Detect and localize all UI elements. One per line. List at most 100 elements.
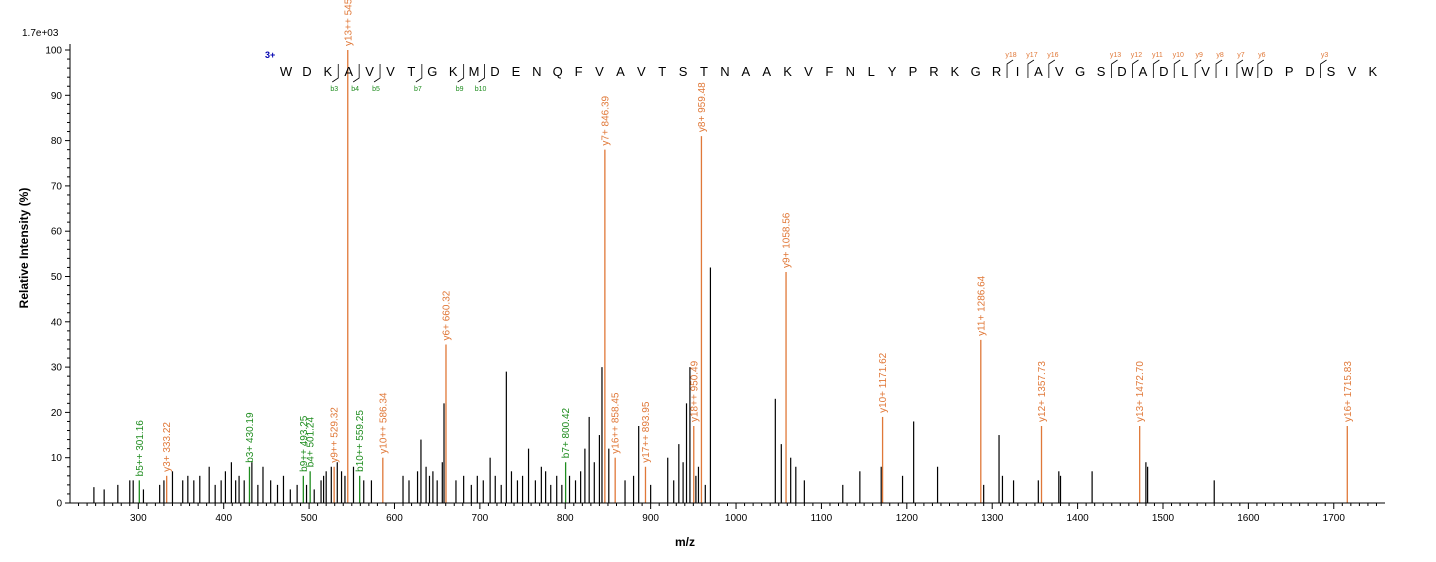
peak-label: y11+ 1286.64 [976,275,987,336]
y-tick-label: 100 [45,46,62,57]
sequence-residue: V [804,64,813,79]
b-ion-cleavage-mark [415,64,423,83]
sequence-residue: A [1034,64,1043,79]
sequence-residue: W [1241,64,1254,79]
peak-label: b5++ 301.16 [135,420,146,477]
peak-label: b10++ 559.25 [355,410,366,472]
peak-label: y6+ 660.32 [441,290,452,340]
y-tick-label: 60 [51,227,63,238]
peak-label: y16+ 1715.83 [1343,361,1354,422]
y-ion-mark-label: y16 [1047,52,1058,59]
sequence-residue: V [365,64,374,79]
peak-label: y10++ 586.34 [378,392,389,454]
sequence-residue: S [1097,64,1106,79]
sequence-residue: T [658,64,666,79]
x-tick-label: 1200 [896,513,919,524]
peak-label: y8+ 959.48 [697,82,708,132]
sequence-residue: D [1264,64,1273,79]
x-tick-label: 1600 [1237,513,1260,524]
sequence-residue: D [1117,64,1126,79]
b-ion-mark-label: b10 [475,86,487,93]
x-tick-label: 1400 [1066,513,1089,524]
x-tick-label: 1300 [981,513,1004,524]
peak-label: y16++ 858.45 [611,392,622,454]
sequence-residue: M [469,64,480,79]
sequence-residue: T [700,64,708,79]
precursor-charge: 3+ [265,50,275,60]
sequence-residue: V [1348,64,1357,79]
sequence-residue: W [280,64,293,79]
sequence-residue: A [344,64,353,79]
b-ion-mark-label: b7 [414,86,422,93]
y-ion-mark-label: y3 [1321,52,1329,59]
sequence-residue: T [407,64,415,79]
sequence-residue: E [512,64,521,79]
sequence-residue: G [427,64,437,79]
sequence-residue: A [762,64,771,79]
y-ion-cleavage-mark [1132,59,1139,78]
x-tick-label: 1000 [725,513,748,524]
y-ion-mark-label: y6 [1258,52,1266,59]
sequence-residue: S [679,64,688,79]
x-tick-label: 1500 [1152,513,1175,524]
sequence-residue: Y [888,64,897,79]
axes-layer: 0 10 20 30 40 50 60 70 80 90 100 300 400 500 600 700 800… [45,44,1385,524]
sequence-residue: K [449,64,458,79]
sequence-residue: A [741,64,750,79]
sequence-residue: V [1201,64,1210,79]
sequence-residue: K [950,64,959,79]
sequence-residue: I [1225,64,1229,79]
x-tick-label: 1100 [811,513,833,524]
b-ion-cleavage-mark [457,64,465,83]
sequence-residue: V [1055,64,1064,79]
b-ion-mark-label: b3 [330,86,338,93]
y-tick-label: 10 [51,453,63,464]
y-ion-mark-label: y8 [1216,52,1224,59]
y-ion-mark-label: y12 [1131,52,1142,59]
y-ion-cleavage-mark [1320,59,1327,78]
sequence-residue: I [1016,64,1020,79]
b-ion-cleavage-mark [373,64,381,83]
b-ion-cleavage-mark [478,64,485,83]
sequence-residue: L [868,64,875,79]
peak-label: b3+ 430.19 [245,412,256,463]
peptide-sequence: 3+W D K A V V T G K M D E N Q F V A V T S T N A A K V F N L Y P R K G R I A V… [265,50,1377,93]
sequence-residue: D [1159,64,1168,79]
x-tick-label: 800 [557,513,574,524]
sequence-residue: N [532,64,541,79]
x-tick-label: 400 [215,513,232,524]
sequence-residue: P [1285,64,1294,79]
sequence-residue: Q [553,64,563,79]
y-ion-cleavage-mark [1173,59,1181,78]
y-ion-cleavage-mark [1257,59,1265,78]
sequence-residue: G [1075,64,1085,79]
peak-label: y7+ 846.39 [600,95,611,145]
x-axis-title: m/z [675,535,695,549]
y-ion-mark-label: y7 [1237,52,1245,59]
peak-label: y13++ 545.29 [343,0,354,46]
y-ion-mark-label: y11 [1152,52,1163,59]
peak-label: y12+ 1357.73 [1037,361,1048,422]
sequence-residue: A [1139,64,1148,79]
peak-label: y3+ 333.22 [162,422,173,472]
sequence-residue: N [846,64,855,79]
x-tick-label: 700 [472,513,489,524]
y-ion-cleavage-mark [1048,59,1056,78]
y-ion-mark-label: y17 [1026,52,1037,59]
b-ion-mark-label: b5 [372,86,380,93]
peak-label: y17++ 893.95 [641,401,652,463]
x-tick-label: 900 [642,513,659,524]
y-axis-title: Relative Intensity (%) [17,188,31,309]
b-ion-mark-label: b9 [456,86,464,93]
intensity-scale-label: 1.7e+03 [22,28,59,39]
sequence-residue: A [616,64,625,79]
sequence-residue: D [1305,64,1314,79]
b-ion-cleavage-mark [352,64,360,83]
sequence-residue: D [302,64,311,79]
y-ion-cleavage-mark [1236,59,1244,78]
sequence-residue: V [637,64,646,79]
y-tick-label: 0 [56,499,62,510]
peak-label: b9++ 493.25 [299,415,310,472]
peak-label: y18++ 950.49 [689,360,700,422]
